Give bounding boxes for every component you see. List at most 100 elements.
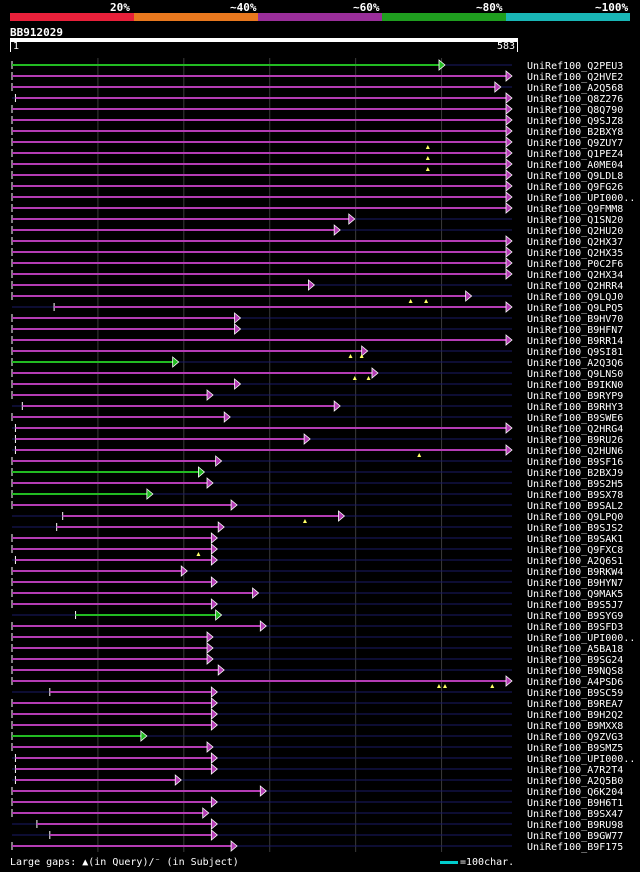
hit-end-arrow bbox=[348, 213, 356, 225]
hit-end-arrow bbox=[505, 334, 513, 346]
hit-end-arrow bbox=[206, 642, 214, 654]
gap-marker bbox=[417, 453, 422, 457]
hit-end-arrow bbox=[210, 532, 218, 544]
hit-label: UniRef100_B9H2Q2 bbox=[527, 710, 623, 721]
hit-label: UniRef100_Q9FG26 bbox=[527, 182, 623, 193]
legend-color-3 bbox=[258, 13, 382, 21]
legend-color-4 bbox=[382, 13, 506, 21]
gap-marker bbox=[348, 354, 353, 358]
hit-label: UniRef100_B9SAL2 bbox=[527, 501, 623, 512]
hit-end-arrow bbox=[259, 620, 267, 632]
hit-label: UniRef100_B9SAK1 bbox=[527, 534, 623, 545]
hit-label: UniRef100_Q9SJZ8 bbox=[527, 116, 623, 127]
query-start-tick bbox=[10, 42, 11, 52]
hit-end-arrow bbox=[505, 136, 513, 148]
identity-legend: 20% ~40% ~60% ~80% ~100% bbox=[10, 0, 630, 22]
hit-label: UniRef100_B9SJS2 bbox=[527, 523, 623, 534]
legend-label-4: ~80% bbox=[476, 1, 503, 14]
hit-end-arrow bbox=[223, 411, 231, 423]
hit-end-arrow bbox=[210, 697, 218, 709]
hit-label: UniRef100_Q6K204 bbox=[527, 787, 623, 798]
query-bar bbox=[10, 38, 518, 42]
query-start-label: 1 bbox=[13, 41, 20, 52]
hit-label: UniRef100_B9RU26 bbox=[527, 435, 623, 446]
gap-marker bbox=[408, 299, 413, 303]
hit-label: UniRef100_Q1SN20 bbox=[527, 215, 623, 226]
gap-marker bbox=[425, 145, 430, 149]
hit-end-arrow bbox=[505, 301, 513, 313]
hit-label: UniRef100_Q9ZUY7 bbox=[527, 138, 623, 149]
gap-marker bbox=[366, 376, 371, 380]
hit-label: UniRef100_Q9LNS0 bbox=[527, 369, 623, 380]
hit-end-arrow bbox=[505, 114, 513, 126]
hit-label: UniRef100_Q9FMM8 bbox=[527, 204, 623, 215]
hit-label: UniRef100_Q2HU20 bbox=[527, 226, 623, 237]
legend-label-3: ~60% bbox=[353, 1, 380, 14]
hit-label: UniRef100_B9RR14 bbox=[527, 336, 623, 347]
hit-label: UniRef100_Q2HVE2 bbox=[527, 72, 623, 83]
hit-label: UniRef100_A2Q3Q6 bbox=[527, 358, 623, 369]
hit-end-arrow bbox=[259, 785, 267, 797]
hit-label: UniRef100_B9SFD3 bbox=[527, 622, 623, 633]
hit-end-arrow bbox=[234, 323, 242, 335]
hit-end-arrow bbox=[210, 708, 218, 720]
hit-end-arrow bbox=[206, 389, 214, 401]
hit-label: UniRef100_B9HV70 bbox=[527, 314, 623, 325]
hit-end-arrow bbox=[206, 653, 214, 665]
gap-marker bbox=[352, 376, 357, 380]
gap-marker bbox=[302, 519, 307, 523]
hit-label: UniRef100_B9GW77 bbox=[527, 831, 623, 842]
scale-text: =100char. bbox=[460, 857, 515, 868]
hit-label: UniRef100_Q9FXC8 bbox=[527, 545, 623, 556]
hit-end-arrow bbox=[505, 246, 513, 258]
hit-end-arrow bbox=[172, 356, 180, 368]
hit-label: UniRef100_B9SG24 bbox=[527, 655, 623, 666]
legend-color-5 bbox=[506, 13, 630, 21]
gap-marker bbox=[442, 684, 447, 688]
gap-marker bbox=[424, 299, 429, 303]
hit-label: UniRef100_Q2HX37 bbox=[527, 237, 623, 248]
hit-end-arrow bbox=[505, 103, 513, 115]
hit-label: UniRef100_B9HYN7 bbox=[527, 578, 623, 589]
hit-label: UniRef100_Q9LPQ0 bbox=[527, 512, 623, 523]
hit-end-arrow bbox=[371, 367, 379, 379]
hit-label: UniRef100_Q2PEU3 bbox=[527, 61, 623, 72]
legend-label-5: ~100% bbox=[595, 1, 629, 14]
hit-end-arrow bbox=[505, 169, 513, 181]
hit-end-arrow bbox=[333, 224, 341, 236]
scale-bar bbox=[440, 860, 458, 864]
gap-marker bbox=[425, 167, 430, 171]
hit-label: UniRef100_Q8Q790 bbox=[527, 105, 623, 116]
hit-label: UniRef100_B9SMZ5 bbox=[527, 743, 623, 754]
hit-end-arrow bbox=[210, 686, 218, 698]
hit-label: UniRef100_P0C2F6 bbox=[527, 259, 623, 270]
hit-end-arrow bbox=[210, 818, 218, 830]
hit-end-arrow bbox=[505, 235, 513, 247]
hit-label: UniRef100_B9RU98 bbox=[527, 820, 623, 831]
query-end-label: 583 bbox=[497, 41, 516, 52]
hit-end-arrow bbox=[234, 378, 242, 390]
hit-end-arrow bbox=[206, 631, 214, 643]
hit-label: UniRef100_UPI000.. bbox=[527, 193, 635, 204]
hit-end-arrow bbox=[210, 543, 218, 555]
hit-end-arrow bbox=[505, 158, 513, 170]
hit-label: UniRef100_Q9LPQ5 bbox=[527, 303, 623, 314]
hit-end-arrow bbox=[505, 180, 513, 192]
hit-end-arrow bbox=[338, 510, 346, 522]
hit-label: UniRef100_B9REA7 bbox=[527, 699, 623, 710]
hit-end-arrow bbox=[206, 741, 214, 753]
hit-label: UniRef100_B9RKW4 bbox=[527, 567, 623, 578]
hit-end-arrow bbox=[505, 191, 513, 203]
hit-label: UniRef100_B9SX47 bbox=[527, 809, 623, 820]
hit-label: UniRef100_B9SX78 bbox=[527, 490, 623, 501]
gap-marker bbox=[425, 156, 430, 160]
hit-label: UniRef100_A2Q5B0 bbox=[527, 776, 623, 787]
hit-label: UniRef100_B2BXJ9 bbox=[527, 468, 623, 479]
hit-end-arrow bbox=[494, 81, 502, 93]
hit-end-arrow bbox=[230, 499, 238, 511]
hit-label: UniRef100_Q2HX35 bbox=[527, 248, 623, 259]
hit-label: UniRef100_A2Q6S1 bbox=[527, 556, 623, 567]
hit-end-arrow bbox=[217, 521, 225, 533]
hit-end-arrow bbox=[202, 807, 210, 819]
